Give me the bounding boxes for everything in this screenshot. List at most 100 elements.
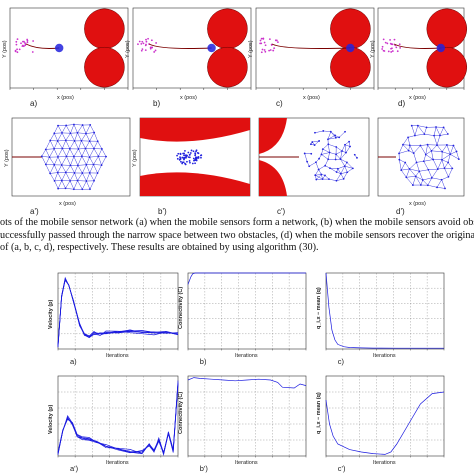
mesh-edge	[69, 172, 75, 181]
mesh-edge	[54, 172, 58, 181]
mesh-node	[44, 148, 47, 151]
mesh-edge	[340, 152, 347, 160]
mesh-edge	[74, 132, 78, 142]
mesh-edge	[93, 132, 98, 142]
mesh-node	[69, 164, 72, 167]
mesh-edge	[309, 162, 317, 167]
start-sensor-dot	[261, 48, 264, 51]
start-sensor-dot	[268, 38, 271, 41]
mesh-node	[430, 149, 433, 152]
mesh-node	[56, 140, 59, 142]
mesh-node	[422, 160, 425, 163]
mesh-node	[405, 176, 408, 179]
mesh-edge	[70, 165, 75, 174]
start-sensor-dot	[24, 42, 26, 44]
start-sensor-dot	[386, 42, 389, 45]
mesh-node	[85, 163, 88, 166]
x-axis-label: x (pos)	[409, 201, 426, 207]
mesh-node	[313, 144, 316, 146]
mesh-edge	[327, 131, 332, 140]
mesh-edge	[327, 152, 330, 160]
mesh-edge	[57, 156, 62, 166]
start-sensor-dot	[277, 41, 279, 44]
mesh-edge	[62, 148, 67, 157]
mesh-edge	[428, 169, 433, 178]
mesh-node	[400, 169, 403, 172]
mesh-edge	[398, 144, 404, 154]
mesh-node	[407, 149, 410, 152]
panel-label: a')	[70, 464, 79, 473]
mesh-node	[85, 132, 87, 135]
sensor-dot	[191, 162, 194, 165]
mesh-edge	[423, 159, 434, 162]
mesh-edge	[74, 140, 79, 150]
mesh-node	[414, 175, 417, 178]
start-sensor-dot	[22, 40, 24, 43]
mesh-edge	[431, 150, 443, 152]
mesh-node	[441, 158, 443, 161]
mesh-edge	[425, 144, 428, 155]
mesh-edge	[89, 157, 94, 165]
mesh-edge	[419, 171, 423, 181]
sensor-dot	[186, 154, 188, 157]
mesh-edge	[427, 184, 438, 188]
mesh-edge	[65, 180, 71, 189]
mesh-edge	[336, 146, 343, 152]
mesh-node	[418, 170, 421, 173]
sensor-dot	[190, 149, 193, 152]
mesh-edge	[77, 165, 83, 174]
mesh-edge	[89, 156, 99, 158]
mesh-node	[56, 171, 59, 174]
mesh-node	[65, 155, 68, 158]
start-sensor-dot	[141, 40, 144, 43]
mesh-edge	[315, 174, 322, 176]
mesh-node	[439, 134, 441, 137]
sensor-dot	[182, 161, 185, 164]
mesh-edge	[93, 164, 98, 174]
mesh-edge	[57, 132, 63, 142]
mesh-edge	[432, 159, 438, 170]
mesh-edge	[69, 140, 75, 149]
mesh-edge	[341, 144, 346, 152]
mesh-node	[318, 157, 320, 160]
mesh-edge	[41, 156, 50, 158]
mesh-node	[419, 184, 422, 186]
mesh-edge	[70, 156, 75, 166]
start-sensor-dot	[262, 37, 265, 40]
mesh-edge	[344, 144, 347, 153]
mesh-edge	[89, 164, 94, 173]
start-sensor-dot	[269, 49, 272, 51]
mesh-edge	[423, 154, 426, 162]
mesh-node	[88, 172, 91, 174]
mesh-edge	[98, 148, 103, 157]
mesh-node	[327, 143, 330, 146]
mesh-edge	[347, 168, 353, 173]
mesh-node	[61, 132, 63, 134]
mesh-edge	[441, 159, 445, 169]
mesh-edge	[93, 141, 98, 149]
mesh-edge	[412, 176, 416, 186]
mesh-edge	[89, 132, 95, 142]
sensor-dot	[180, 160, 182, 163]
mesh-edge	[408, 150, 414, 154]
mesh-edge	[441, 176, 449, 180]
mesh-node	[436, 144, 438, 146]
obstacle-lower	[140, 172, 250, 196]
mesh-node	[69, 179, 71, 182]
mesh-node	[404, 161, 407, 164]
sensor-dot	[197, 152, 200, 155]
mesh-node	[335, 146, 338, 148]
mesh-edge	[77, 156, 83, 166]
mesh-edge	[57, 125, 63, 134]
mesh-node	[72, 155, 75, 158]
panel-label: b')	[158, 207, 167, 216]
mesh-node	[348, 140, 350, 143]
panel-label: c)	[338, 357, 345, 366]
mesh-node	[64, 139, 67, 142]
y-axis-label: Y (pos)	[2, 40, 8, 58]
mesh-edge	[321, 154, 329, 160]
sensor-dot	[182, 152, 185, 155]
mesh-edge	[45, 148, 55, 150]
mesh-edge	[437, 159, 443, 170]
mesh-edge	[329, 167, 337, 173]
